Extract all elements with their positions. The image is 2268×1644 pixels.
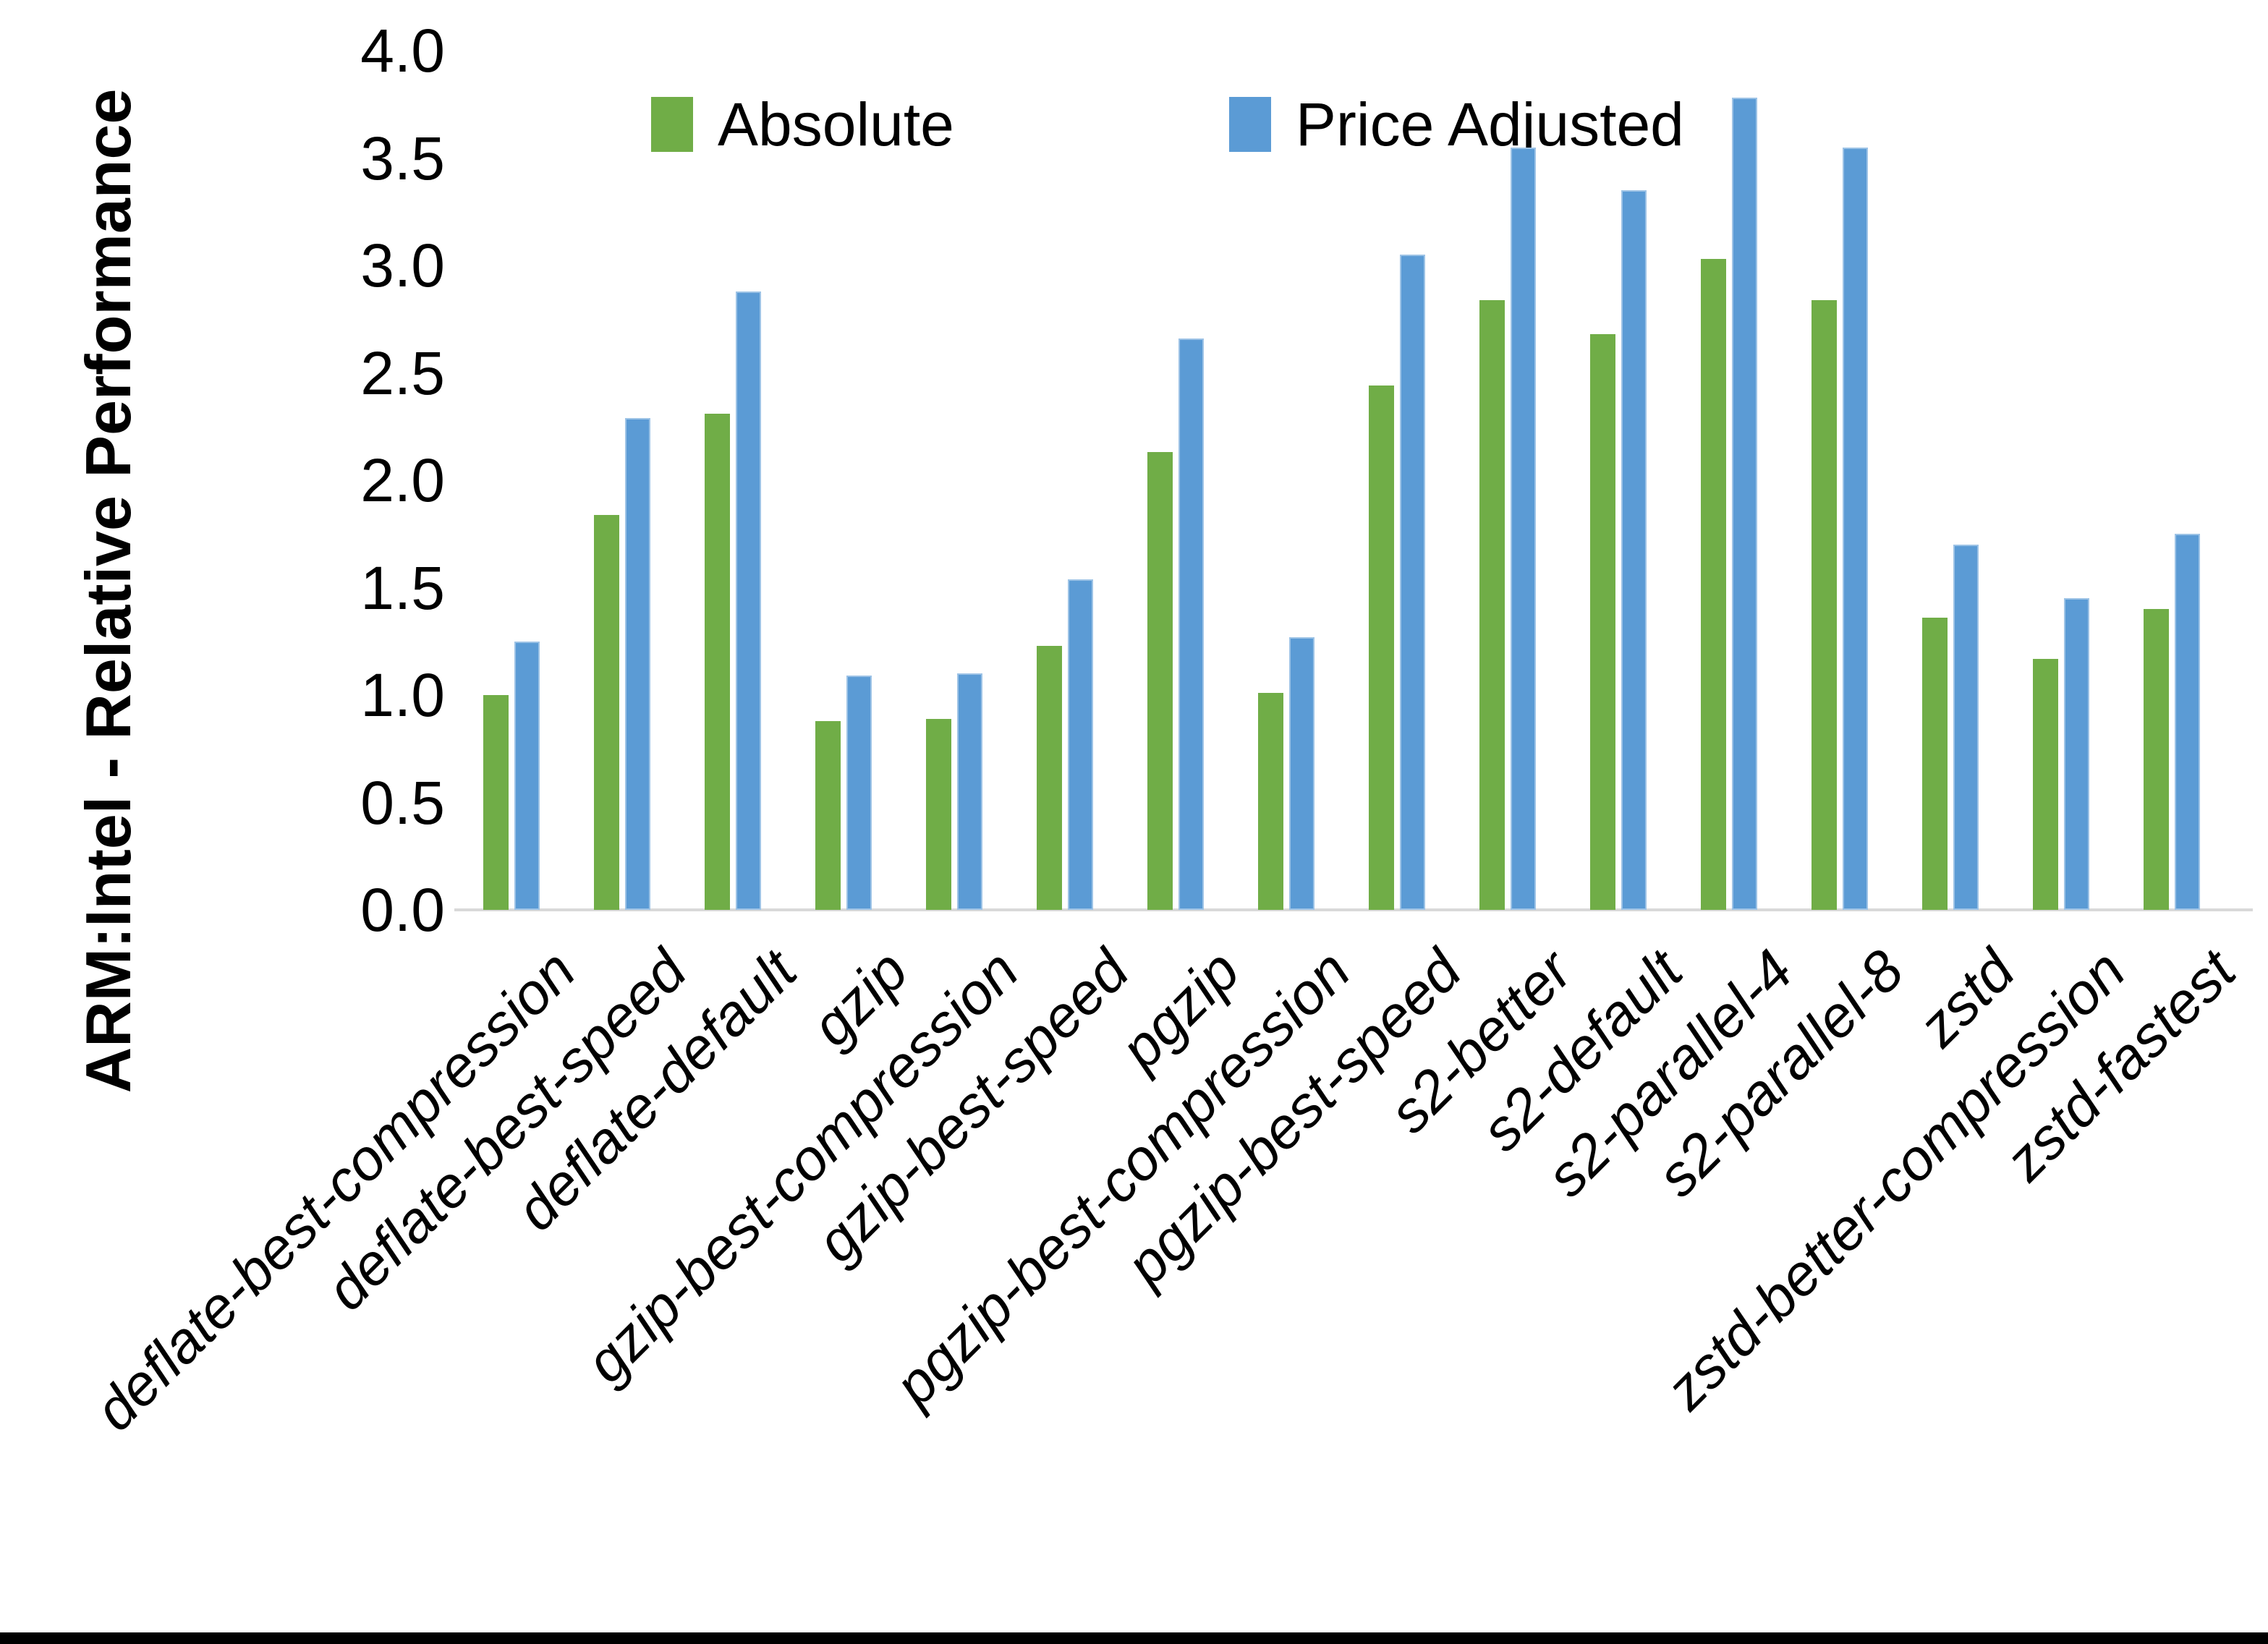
y-tick-label: 2.5 — [360, 338, 445, 407]
y-tick-label: 0.0 — [360, 876, 445, 944]
bar-absolute-zstd — [1921, 618, 1948, 910]
bar-absolute-zstd-fastest — [2143, 609, 2169, 910]
bar-absolute-gzip-best-compression — [925, 719, 951, 910]
bar-price-adjusted-zstd-fastest — [2174, 534, 2200, 910]
bar-price-adjusted-zstd — [1953, 545, 1979, 910]
y-tick-label: 2.0 — [360, 446, 445, 514]
legend-label-absolute: Absolute — [718, 90, 954, 158]
y-axis-title: ARM:Intel - Relative Performance — [72, 88, 144, 1094]
bottom-border-bar — [0, 1632, 2268, 1644]
legend-item-absolute: Absolute — [651, 94, 954, 155]
x-axis-line — [454, 908, 2253, 911]
bar-price-adjusted-s2-parallel-8 — [1842, 148, 1868, 910]
bar-price-adjusted-s2-default — [1621, 190, 1647, 910]
bar-absolute-deflate-default — [704, 414, 730, 910]
bar-absolute-zstd-better-compression — [2032, 659, 2058, 910]
legend: Absolute Price Adjusted — [651, 94, 1684, 155]
y-tick-label: 1.5 — [360, 553, 445, 622]
bar-price-adjusted-deflate-best-speed — [624, 418, 650, 910]
bar-absolute-gzip-best-speed — [1036, 646, 1062, 910]
bar-absolute-deflate-best-speed — [593, 515, 619, 910]
bar-absolute-pgzip-best-compression — [1257, 693, 1283, 910]
bar-absolute-deflate-best-compression — [483, 695, 509, 910]
y-tick-label: 1.0 — [360, 661, 445, 729]
y-tick-label: 3.0 — [360, 231, 445, 299]
legend-swatch-price-adjusted — [1228, 97, 1271, 152]
bar-absolute-pgzip — [1147, 452, 1173, 910]
legend-label-price-adjusted: Price Adjusted — [1295, 90, 1684, 158]
bar-absolute-s2-parallel-4 — [1700, 259, 1726, 910]
bar-price-adjusted-gzip — [846, 676, 872, 910]
y-tick-label: 0.5 — [360, 768, 445, 837]
bar-price-adjusted-gzip-best-speed — [1067, 579, 1093, 910]
bar-price-adjusted-deflate-default — [735, 291, 761, 910]
legend-item-price-adjusted: Price Adjusted — [1228, 90, 1684, 158]
bar-absolute-s2-better — [1479, 300, 1505, 910]
bar-price-adjusted-s2-better — [1510, 148, 1536, 910]
bar-absolute-gzip — [815, 721, 841, 910]
bar-price-adjusted-zstd-better-compression — [2063, 598, 2089, 910]
bar-price-adjusted-pgzip-best-speed — [1399, 255, 1425, 910]
bar-absolute-s2-parallel-8 — [1811, 300, 1837, 910]
bar-absolute-pgzip-best-speed — [1368, 386, 1394, 910]
bar-price-adjusted-pgzip — [1178, 338, 1204, 910]
bar-price-adjusted-pgzip-best-compression — [1288, 637, 1314, 910]
bar-price-adjusted-s2-parallel-4 — [1731, 98, 1757, 910]
y-tick-label: 3.5 — [360, 124, 445, 192]
bar-absolute-s2-default — [1589, 334, 1615, 910]
legend-swatch-absolute — [651, 97, 693, 152]
bar-price-adjusted-deflate-best-compression — [514, 642, 540, 910]
bar-price-adjusted-gzip-best-compression — [956, 673, 982, 910]
y-tick-label: 4.0 — [360, 17, 445, 85]
